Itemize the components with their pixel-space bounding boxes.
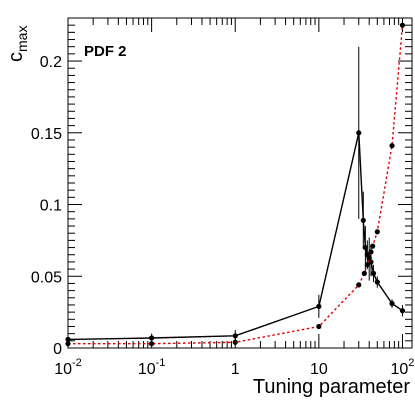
series-2-point: [368, 249, 374, 255]
series-1-point: [360, 217, 366, 223]
y-tick-label: 0.05: [31, 269, 62, 286]
x-axis-title: Tuning parameter: [253, 376, 410, 398]
x-tick-label-exponent: -2: [72, 357, 82, 369]
y-axis-title: cmax: [5, 26, 30, 62]
x-tick-label-base: 10: [138, 361, 156, 378]
series-1-point: [356, 130, 362, 136]
series-1-point: [370, 270, 377, 276]
plot-frame: [67, 17, 413, 349]
y-axis-title-sub: max: [14, 26, 30, 52]
series-2-point: [232, 339, 238, 345]
series-layer: [65, 22, 406, 347]
series-1-point: [232, 333, 238, 339]
x-tick-label-base: 10: [310, 361, 328, 378]
series-2-point: [370, 243, 376, 249]
series-1-point: [65, 336, 71, 342]
series-1-point: [399, 308, 406, 314]
series-2-point: [374, 229, 380, 235]
y-axis-ticks: 0 0.05 0.1 0.15 0.2: [31, 17, 412, 358]
series-2-point: [356, 282, 362, 288]
y-tick-label: 0.2: [40, 54, 62, 71]
series-2-point: [65, 341, 71, 347]
x-axis-ticks: 10-2 10-1 1 10 102: [54, 18, 414, 378]
x-tick-label-base: 1: [231, 361, 240, 378]
chart-label: PDF 2: [84, 43, 127, 60]
series-1-point: [368, 259, 374, 265]
series-1-point: [362, 244, 368, 251]
y-tick-label: 0.1: [40, 198, 62, 215]
x-tick-label-base: 10: [54, 361, 72, 378]
series-2-point: [399, 22, 406, 28]
x-tick-label-exponent: -1: [156, 357, 166, 369]
series-1-point: [149, 335, 155, 341]
x-tick-label-base: 10: [391, 361, 409, 378]
series-1-point: [389, 300, 395, 307]
x-tick-label: 10-2: [54, 357, 82, 378]
series-2-point: [364, 262, 370, 268]
x-tick-label: 102: [391, 357, 415, 378]
x-tick-label-exponent: 2: [408, 357, 414, 369]
y-tick-label: 0.15: [31, 126, 62, 143]
x-tick-label: 1: [231, 361, 240, 378]
series-2-line: [68, 25, 404, 345]
series-1-point: [316, 303, 322, 309]
series-1-line: [67, 132, 403, 341]
x-tick-label: 10-1: [138, 357, 166, 378]
series-2-point: [389, 143, 395, 149]
y-axis-title-main: c: [5, 52, 27, 62]
series-1-point: [374, 279, 380, 285]
x-tick-label: 10: [310, 361, 328, 378]
series-2-point: [149, 341, 155, 347]
series-2-point: [316, 323, 322, 330]
series-2-point: [361, 270, 367, 276]
y-tick-label: 0: [53, 341, 62, 358]
series-2-point: [366, 255, 372, 261]
